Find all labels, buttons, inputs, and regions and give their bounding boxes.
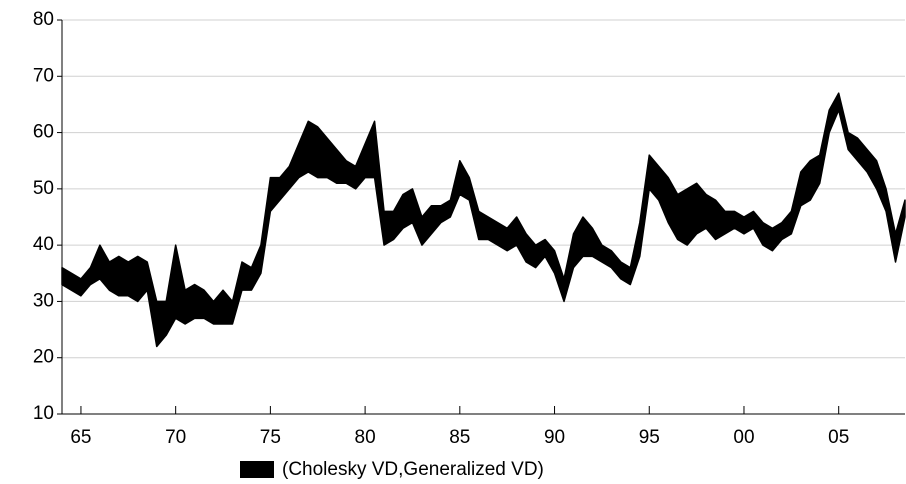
x-tick-label: 90 [544,427,565,448]
y-tick-label: 50 [33,178,54,199]
y-tick-label: 10 [33,403,54,424]
x-tick-label: 85 [449,427,470,448]
x-tick-label: 05 [828,427,849,448]
x-tick-label: 65 [70,427,91,448]
y-tick-label: 30 [33,290,54,311]
y-tick-label: 20 [33,347,54,368]
x-tick-label: 95 [639,427,660,448]
y-tick-label: 40 [33,234,54,255]
band [61,92,906,348]
x-tick-label: 80 [355,427,376,448]
y-tick-label: 70 [33,65,54,86]
y-tick-label: 80 [33,9,54,30]
x-tick-label: 70 [165,427,186,448]
legend-swatch [240,461,274,478]
x-tick-label: 00 [733,427,754,448]
x-tick-label: 75 [260,427,281,448]
legend-label: (Cholesky VD,Generalized VD) [282,459,544,480]
y-tick-label: 60 [33,122,54,143]
